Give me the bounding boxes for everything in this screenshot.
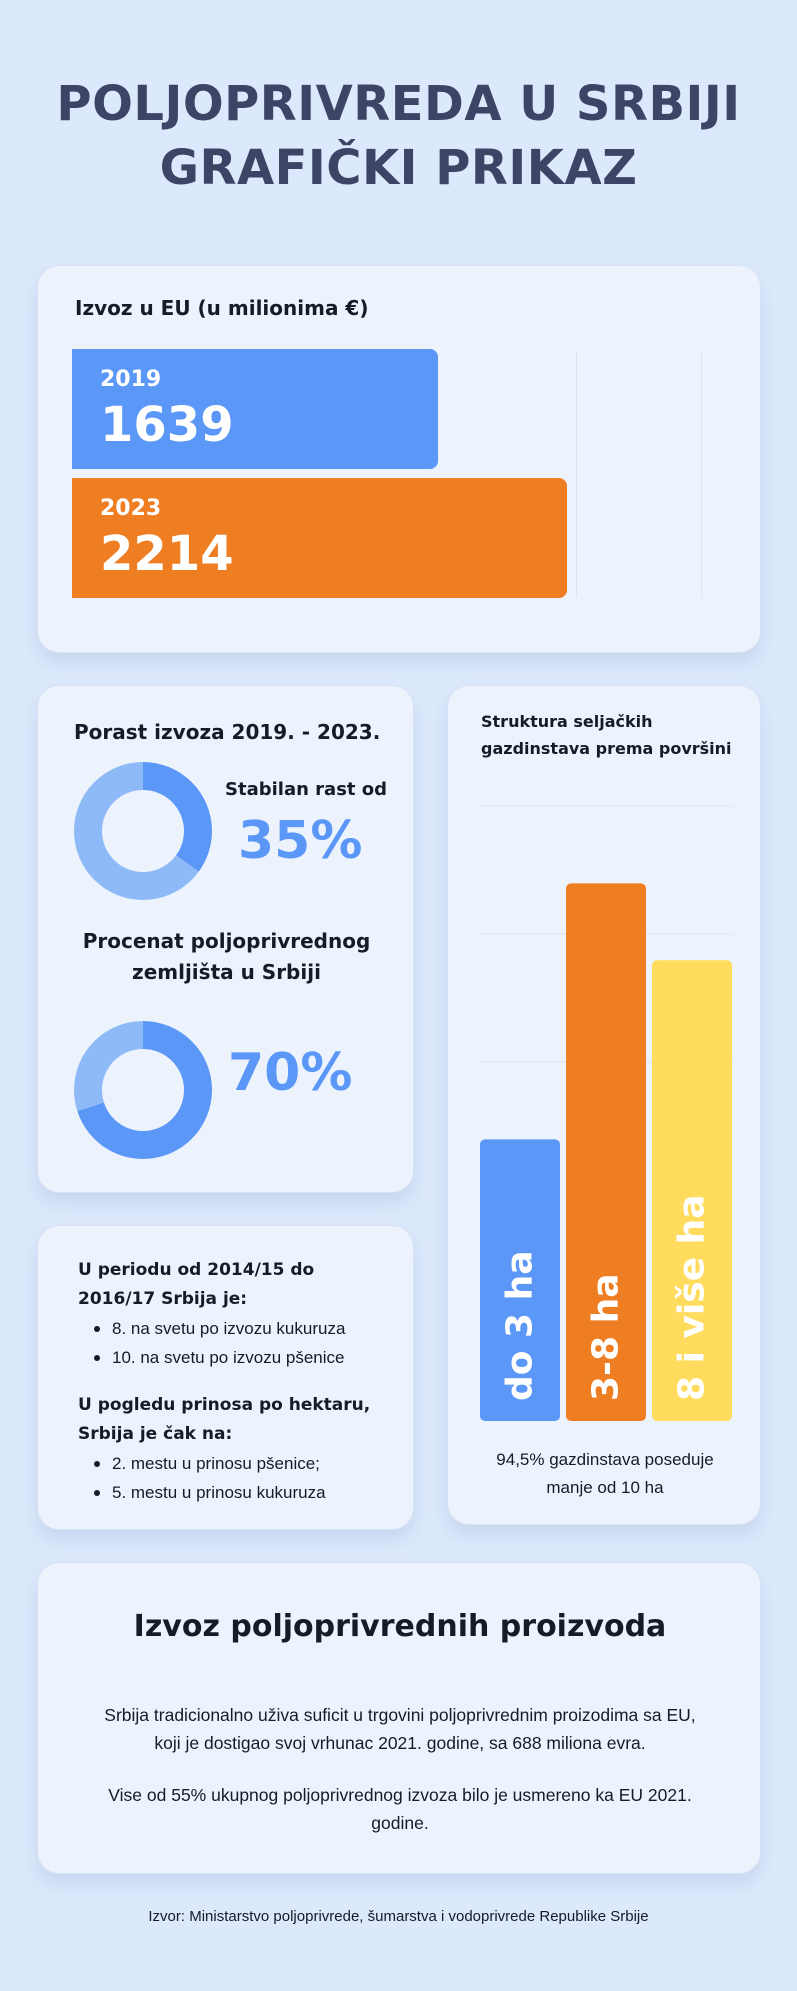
page-title: POLJOPRIVREDA U SRBIJI GRAFIČKI PRIKAZ: [0, 72, 797, 200]
bar-year-label: 2019: [100, 367, 162, 392]
farm-bar: [652, 960, 732, 1421]
land-donut: [74, 1021, 212, 1159]
farm-bar-label: 8 i više ha: [672, 1194, 713, 1401]
facts-list-2: 2. mestu u prinosu pšenice; 5. mestu u p…: [78, 1449, 326, 1507]
farm-bar: [566, 883, 646, 1421]
products-paragraph-2: Vise od 55% ukupnog poljoprivrednog izvo…: [68, 1781, 732, 1837]
page-title-line1: POLJOPRIVREDA U SRBIJI: [56, 76, 741, 132]
list-item: 10. na svetu po izvozu pšenice: [78, 1343, 345, 1372]
facts-heading-1: U periodu od 2014/15 do 2016/17 Srbija j…: [78, 1256, 314, 1314]
grid-line: [701, 352, 702, 597]
export-bar-2019: 2019 1639: [72, 349, 438, 469]
products-p2-line1: Vise od 55% ukupnog poljoprivrednog izvo…: [108, 1785, 692, 1805]
grid-line: [576, 352, 577, 597]
land-label-line1: Procenat poljoprivrednog: [82, 929, 371, 953]
bar-year-label: 2023: [100, 496, 162, 521]
facts-card: U periodu od 2014/15 do 2016/17 Srbija j…: [37, 1225, 414, 1530]
bar-value-label: 1639: [100, 397, 234, 453]
bar-value-label: 2214: [100, 526, 234, 582]
farms-title: Struktura seljačkih gazdinstava prema po…: [481, 712, 732, 758]
facts-heading-1-line1: U periodu od 2014/15 do: [78, 1260, 315, 1280]
facts-list-1: 8. na svetu po izvozu kukuruza 10. na sv…: [78, 1314, 345, 1372]
facts-heading-2-line2: Srbija je čak na:: [78, 1424, 233, 1444]
products-p1-line2: koji je dostigao svoj vrhunac 2021. godi…: [154, 1733, 646, 1753]
farm-bar-label: 3-8 ha: [586, 1274, 627, 1402]
stable-growth-label: Stabilan rast od: [225, 779, 388, 800]
export-eu-card: Izvoz u EU (u milionima €) 2019 1639 2023 2…: [37, 265, 761, 653]
products-p2-line2: godine.: [371, 1813, 429, 1833]
products-title: Izvoz poljoprivrednih proizvoda: [133, 1609, 667, 1644]
growth-donut: [74, 762, 212, 900]
farms-note-line1: 94,5% gazdinstava poseduje: [496, 1450, 714, 1469]
farms-note: 94,5% gazdinstava poseduje manje od 10 h…: [448, 1446, 762, 1502]
list-item: 5. mestu u prinosu kukuruza: [78, 1478, 326, 1507]
farm-bar: [480, 1139, 560, 1421]
land-label-line2: zemljišta u Srbiji: [132, 960, 321, 984]
farm-bar-label: do 3 ha: [500, 1250, 541, 1401]
farms-bar-chart: do 3 ha 3-8 ha 8 i više ha: [480, 805, 733, 1421]
farms-card: Struktura seljačkih gazdinstava prema po…: [447, 685, 761, 1525]
land-percent: 70%: [228, 1043, 353, 1103]
facts-heading-1-line2: 2016/17 Srbija je:: [78, 1289, 248, 1309]
products-paragraph-1: Srbija tradicionalno uživa suficit u trg…: [68, 1701, 732, 1757]
facts-heading-2: U pogledu prinosa po hektaru, Srbija je …: [78, 1391, 370, 1449]
farms-note-line2: manje od 10 ha: [546, 1478, 664, 1497]
growth-title: Porast izvoza 2019. - 2023.: [74, 720, 381, 744]
export-bar-2023: 2023 2214: [72, 478, 567, 598]
products-card: Izvoz poljoprivrednih proizvoda Srbija t…: [37, 1562, 761, 1874]
page-title-line2: GRAFIČKI PRIKAZ: [159, 140, 638, 196]
list-item: 2. mestu u prinosu pšenice;: [78, 1449, 326, 1478]
export-eu-title: Izvoz u EU (u milionima €): [75, 296, 369, 320]
growth-percent: 35%: [238, 811, 363, 871]
products-p1-line1: Srbija tradicionalno uživa suficit u trg…: [104, 1705, 696, 1725]
source-note: Izvor: Ministarstvo poljoprivrede, šumar…: [148, 1908, 649, 1925]
list-item: 8. na svetu po izvozu kukuruza: [78, 1314, 345, 1343]
facts-heading-2-line1: U pogledu prinosa po hektaru,: [78, 1395, 371, 1415]
land-label: Procenat poljoprivrednog zemljišta u Srb…: [38, 926, 415, 988]
growth-card: Porast izvoza 2019. - 2023. Stabilan ras…: [37, 685, 414, 1193]
